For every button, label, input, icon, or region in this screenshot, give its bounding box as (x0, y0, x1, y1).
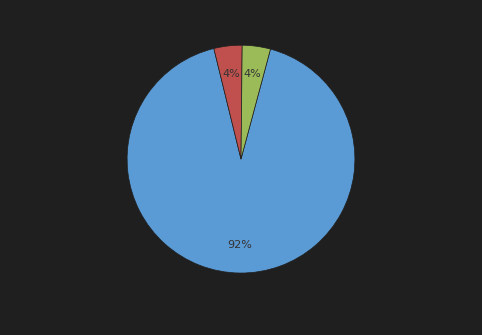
Text: 92%: 92% (228, 240, 253, 250)
Wedge shape (127, 49, 355, 273)
Text: 4%: 4% (222, 69, 240, 79)
Wedge shape (214, 45, 242, 159)
Text: 4%: 4% (244, 69, 261, 79)
Wedge shape (241, 45, 270, 159)
